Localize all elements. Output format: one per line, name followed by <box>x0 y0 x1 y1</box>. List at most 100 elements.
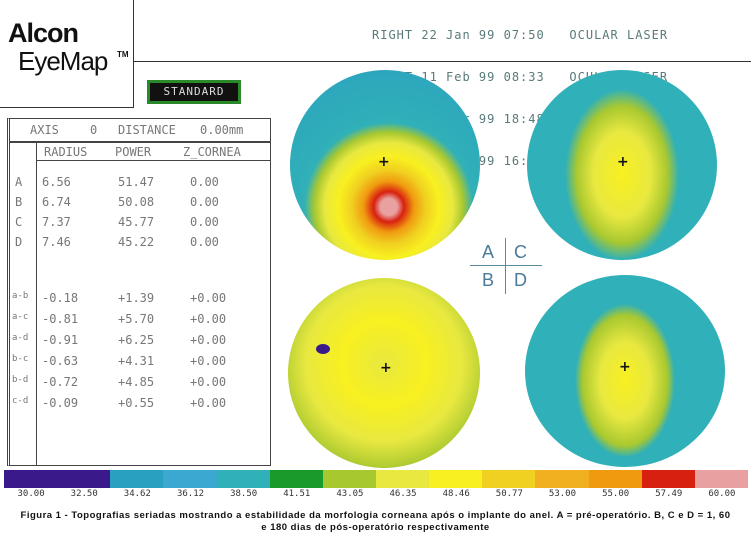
distance-label: DISTANCE <box>118 123 176 137</box>
radius-value: 7.37 <box>42 215 71 229</box>
scale-swatch <box>588 470 642 488</box>
standard-scale-button[interactable]: STANDARD <box>147 80 241 104</box>
measurement-table: AXIS 0 DISTANCE 0.00mm RADIUS POWER Z_CO… <box>7 118 271 466</box>
row-id: C <box>15 215 23 229</box>
scale-swatch <box>641 470 695 488</box>
z-cornea-value: +0.00 <box>190 333 227 347</box>
radius-value: 7.46 <box>42 235 71 249</box>
distance-value: 0.00mm <box>200 123 244 137</box>
power-value: +4.85 <box>118 375 155 389</box>
exam-line: RIGHT 22 Jan 99 07:50 OCULAR LASER <box>372 28 669 42</box>
scale-swatch <box>110 470 164 488</box>
radius-value: -0.81 <box>42 312 79 326</box>
scale-label: 60.00 <box>708 489 736 499</box>
quadrant-c: C <box>514 242 527 262</box>
power-value: 50.08 <box>118 195 155 209</box>
scale-label: 36.12 <box>176 489 205 499</box>
logo-tm: TM <box>117 50 129 59</box>
quadrant-legend: A C B D <box>470 238 542 294</box>
z-cornea-value: 0.00 <box>190 175 219 189</box>
radius-value: -0.18 <box>42 291 79 305</box>
col-power: POWER <box>115 145 152 159</box>
topography-map-d: + <box>525 275 725 467</box>
scale-label: 57.49 <box>655 489 683 499</box>
row-id: c-d <box>12 396 29 406</box>
z-cornea-value: +0.00 <box>190 291 227 305</box>
axis-label: AXIS <box>30 123 59 137</box>
radius-value: -0.91 <box>42 333 79 347</box>
col-radius: RADIUS <box>44 145 88 159</box>
center-crosshair-icon: + <box>619 359 631 375</box>
row-id: B <box>15 195 23 209</box>
scale-label: 53.00 <box>548 489 577 499</box>
z-cornea-value: +0.00 <box>190 375 227 389</box>
caption-line: e 180 dias de pós-operatório respectivam… <box>261 522 490 533</box>
center-crosshair-icon: + <box>378 154 390 170</box>
center-crosshair-icon: + <box>617 154 629 170</box>
scale-label: 34.62 <box>123 489 151 499</box>
power-value: +4.31 <box>118 354 155 368</box>
quadrant-a: A <box>482 242 495 262</box>
alcon-eyemap-logo: Alcon EyeMap TM <box>0 0 134 108</box>
row-id: a-b <box>12 291 29 301</box>
color-scale-bar <box>4 470 748 488</box>
z-cornea-value: +0.00 <box>190 396 227 410</box>
scale-swatch <box>4 470 58 488</box>
divider <box>10 141 270 143</box>
table-row: C 7.37 45.77 0.00 <box>10 215 270 231</box>
table-row: B 6.74 50.08 0.00 <box>10 195 270 211</box>
power-value: +1.39 <box>118 291 155 305</box>
table-row: a-b -0.18 +1.39 +0.00 <box>10 291 270 307</box>
col-z-cornea: Z_CORNEA <box>183 145 241 159</box>
power-value: +5.70 <box>118 312 155 326</box>
table-row: a-c -0.81 +5.70 +0.00 <box>10 312 270 328</box>
axis-value: 0 <box>90 123 98 137</box>
scale-label: 41.51 <box>283 489 311 499</box>
logo-alcon: Alcon <box>8 18 79 48</box>
figure-caption: Figura 1 - Topografias seriadas mostrand… <box>0 510 751 534</box>
table-row: A 6.56 51.47 0.00 <box>10 175 270 191</box>
scale-label: 48.46 <box>442 489 470 499</box>
scale-swatch <box>535 470 589 488</box>
scale-swatch <box>216 470 270 488</box>
table-row: b-d -0.72 +4.85 +0.00 <box>10 375 270 391</box>
topography-map-c: + <box>527 70 717 260</box>
logo-eyemap: EyeMap <box>18 46 108 76</box>
row-id: D <box>15 235 23 249</box>
flat-zone <box>316 344 330 354</box>
z-cornea-value: 0.00 <box>190 215 219 229</box>
power-value: +6.25 <box>118 333 155 347</box>
caption-line: Figura 1 - Topografias seriadas mostrand… <box>20 510 731 521</box>
scale-label: 46.35 <box>389 489 417 499</box>
row-id: b-d <box>12 375 29 385</box>
radius-value: -0.72 <box>42 375 79 389</box>
power-value: 51.47 <box>118 175 155 189</box>
table-row: a-d -0.91 +6.25 +0.00 <box>10 333 270 349</box>
quadrant-b: B <box>482 270 495 290</box>
z-cornea-value: +0.00 <box>190 354 227 368</box>
z-cornea-value: 0.00 <box>190 195 219 209</box>
divider <box>505 238 506 294</box>
row-id: a-d <box>12 333 29 343</box>
power-value: 45.77 <box>118 215 155 229</box>
scale-swatch <box>375 470 430 488</box>
radius-value: -0.63 <box>42 354 79 368</box>
scale-swatch <box>163 470 217 488</box>
center-crosshair-icon: + <box>380 360 392 376</box>
divider <box>36 160 270 161</box>
scale-label: 43.05 <box>336 489 364 499</box>
radius-value: 6.56 <box>42 175 71 189</box>
scale-label: 38.50 <box>230 489 258 499</box>
row-id: b-c <box>12 354 29 364</box>
table-row: D 7.46 45.22 0.00 <box>10 235 270 251</box>
scale-swatch <box>322 470 376 488</box>
z-cornea-value: +0.00 <box>190 312 227 326</box>
scale-label: 50.77 <box>495 489 523 499</box>
power-value: +0.55 <box>118 396 155 410</box>
divider <box>470 265 542 266</box>
radius-value: -0.09 <box>42 396 79 410</box>
row-id: A <box>15 175 23 189</box>
scale-label: 32.50 <box>70 489 98 499</box>
scale-swatch <box>429 470 483 488</box>
topography-map-a: + <box>290 70 480 260</box>
